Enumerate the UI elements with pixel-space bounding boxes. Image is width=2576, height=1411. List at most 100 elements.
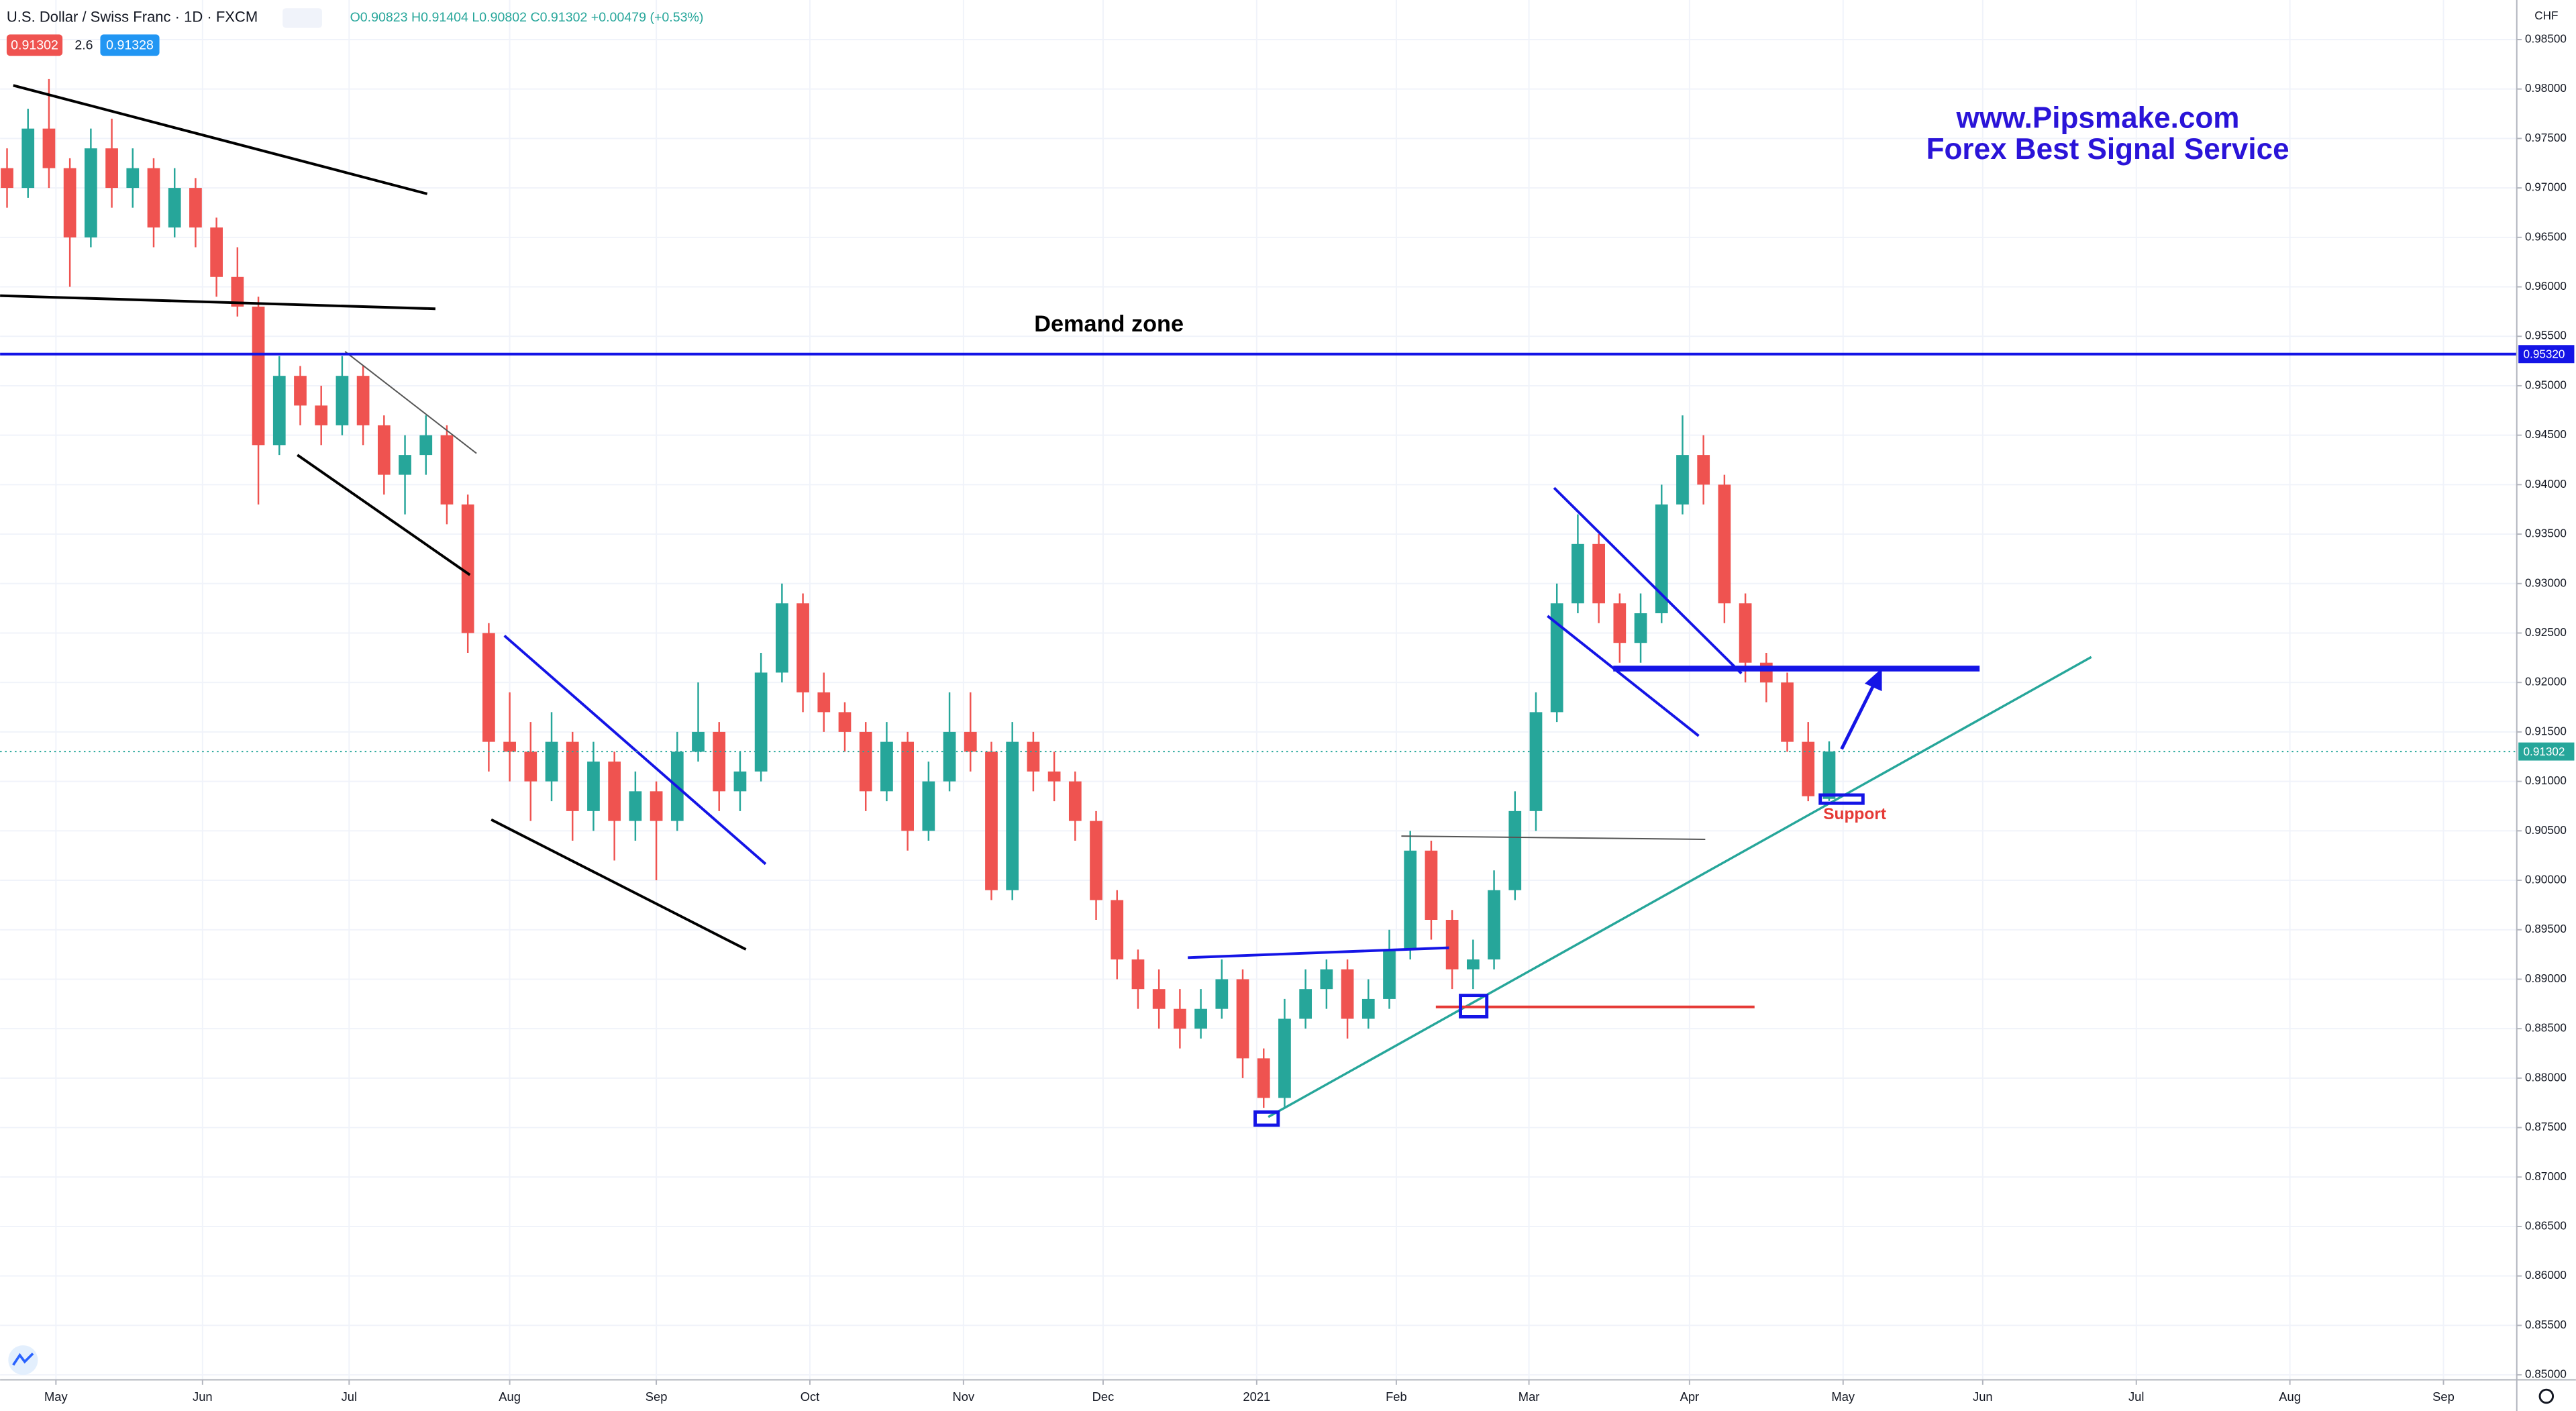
trendline [1553, 486, 1743, 675]
candle-body [1445, 919, 1459, 970]
candle-body [922, 781, 935, 831]
candle-body [838, 712, 852, 732]
symbol: U.S. Dollar / Swiss Franc · 1D · FXCM [7, 9, 258, 25]
arrow [1840, 679, 1878, 750]
candle-body [901, 741, 914, 831]
sell-badge[interactable] [6, 34, 63, 56]
x-tick-label: May [44, 1390, 68, 1404]
candle-body [252, 306, 265, 446]
y-tick-label: 0.94000 [2525, 477, 2567, 490]
candle-body [377, 425, 391, 475]
candle-body [399, 455, 411, 475]
candle-body [1592, 543, 1605, 604]
candle-body [1759, 662, 1773, 683]
candle-body [524, 751, 537, 782]
y-tick-label: 0.87000 [2525, 1169, 2567, 1183]
y-tick-label: 0.96000 [2525, 279, 2567, 293]
x-tick-label: Aug [499, 1390, 521, 1404]
toggle[interactable] [282, 8, 322, 28]
candle-body [1634, 613, 1647, 643]
candle-body [754, 672, 768, 772]
buy-badge[interactable] [100, 34, 160, 56]
x-tick-label: Jul [342, 1390, 357, 1404]
candle-body [1404, 850, 1417, 950]
candle-body [482, 633, 495, 742]
candle-body [859, 731, 872, 792]
marker-box [1253, 1110, 1280, 1127]
candle-body [1383, 949, 1396, 999]
candle-body [1529, 712, 1543, 811]
y-tick-label: 0.95000 [2525, 378, 2567, 391]
grid [0, 0, 2517, 1380]
trendline [13, 84, 428, 195]
candles [1, 79, 1836, 1108]
y-tick-label: 0.88500 [2525, 1021, 2567, 1035]
demand-annotation: Demand zone [1034, 311, 1184, 337]
trendline [491, 818, 747, 951]
candle-body [1090, 821, 1102, 900]
candle-body [1257, 1058, 1270, 1098]
site-annotation: www.Pipsmake.com [1956, 101, 2240, 134]
candle-body [1320, 969, 1333, 990]
price-label: 0.91302 [2524, 745, 2565, 758]
y-tick-label: 0.98000 [2525, 81, 2567, 95]
candle-body [650, 791, 663, 821]
support-annotation: Support [1823, 805, 1886, 823]
y-tick-label: 0.96500 [2525, 229, 2567, 243]
y-tick-label: 0.85000 [2525, 1367, 2567, 1381]
candle-body [733, 771, 747, 792]
arrow-head [1865, 668, 1882, 692]
candle-body [42, 128, 56, 168]
candle-body [1676, 455, 1689, 505]
candle-body [1572, 543, 1584, 604]
buy-price: 0.91328 [106, 38, 154, 53]
x-tick-label: Mar [1518, 1390, 1540, 1404]
candle-body [1697, 455, 1710, 485]
candle-body [1047, 771, 1061, 782]
y-tick-label: 0.85500 [2525, 1318, 2567, 1331]
y-tick-label: 0.90500 [2525, 823, 2567, 837]
service-annotation: Forex Best Signal Service [1926, 133, 2289, 166]
candle-body [1, 168, 13, 189]
candle-body [231, 276, 244, 307]
x-tick-label: Feb [1386, 1390, 1407, 1404]
x-tick-label: Jun [1973, 1390, 1993, 1404]
price-label-bg [2518, 742, 2575, 761]
candle-body [1466, 959, 1480, 970]
price-label-bg [2518, 345, 2575, 364]
sell-price: 0.91302 [11, 38, 58, 53]
trendline [1547, 615, 1700, 737]
candle-body [1488, 890, 1500, 959]
y-tick-label: 0.91000 [2525, 774, 2567, 787]
candle-body [272, 376, 286, 446]
uptrend-line [1268, 656, 2092, 1118]
candle-body [1194, 1008, 1207, 1029]
marker-box [1818, 793, 1865, 805]
candle-body [294, 376, 307, 406]
candle-body [1131, 959, 1145, 990]
y-tick-label: 0.95500 [2525, 329, 2567, 342]
candle-body [1027, 741, 1040, 772]
candle-body [126, 168, 140, 189]
candle-body [1550, 603, 1563, 713]
y-tick-label: 0.92500 [2525, 625, 2567, 639]
candle-body [21, 128, 35, 189]
axes: 0.85000 0.85500 0.86000 0.86500 0.87000 0.875… [44, 32, 2567, 1404]
x-tick-label: Oct [801, 1390, 820, 1404]
candle-body [1174, 1008, 1186, 1029]
y-tick-label: 0.89500 [2525, 922, 2567, 935]
candle-body [356, 376, 370, 425]
y-tick-label: 0.94500 [2525, 427, 2567, 441]
candle-body [775, 603, 788, 673]
candle-body [105, 148, 118, 189]
candle-body [796, 603, 809, 692]
y-tick-label: 0.92000 [2525, 675, 2567, 688]
spread: 2.6 [74, 38, 93, 53]
candle-body [1215, 979, 1229, 1009]
settings-icon[interactable] [2538, 1388, 2555, 1404]
candle-body [1299, 989, 1312, 1019]
y-tick-label: 0.91500 [2525, 724, 2567, 737]
price-lines: 0.95320 0.91302 [0, 345, 2575, 761]
